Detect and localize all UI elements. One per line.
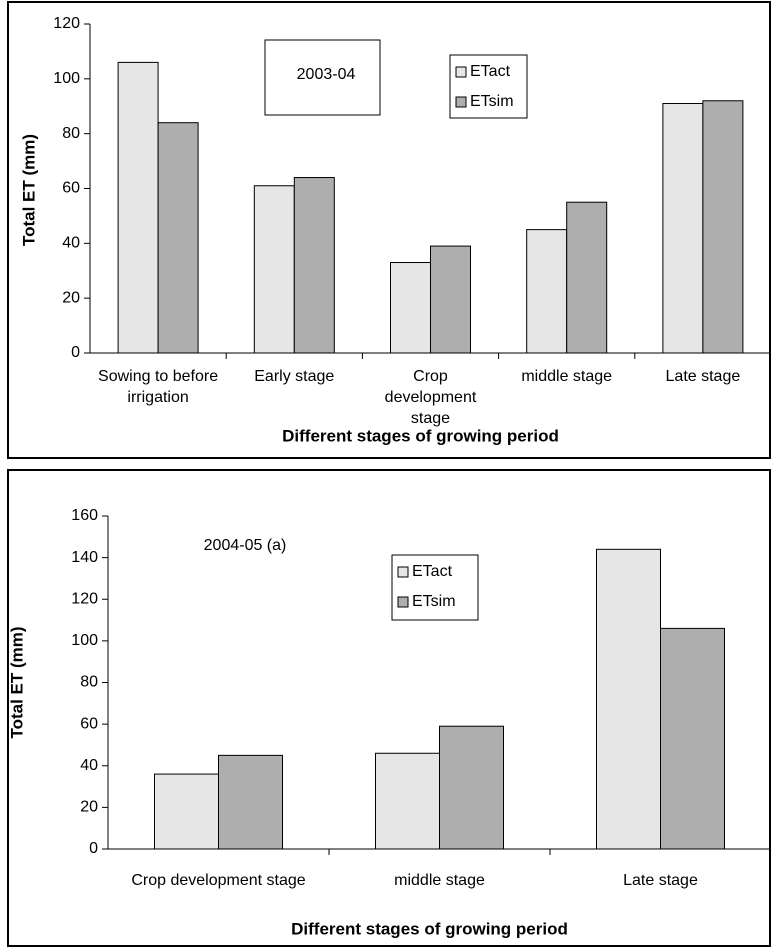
x-tick-label: Sowing to before irrigation (98, 368, 219, 406)
bar (596, 548, 661, 850)
y-tick-label: 0 (71, 344, 80, 361)
y-tick-label: 120 (53, 15, 80, 32)
y-tick-label: 100 (71, 632, 98, 649)
y-tick-label: 20 (62, 289, 80, 306)
bar (566, 201, 608, 354)
x-tick-label: middle stage (394, 872, 485, 889)
annotation: 2003-04 (297, 66, 356, 83)
bar (218, 754, 283, 850)
y-tick-label: 40 (62, 235, 80, 252)
legend-swatch (455, 66, 467, 78)
bar (430, 245, 471, 354)
annotation-box (264, 39, 381, 116)
legend-swatch (397, 596, 409, 608)
y-tick-label: 120 (71, 590, 98, 607)
y-axis-label: Total ET (mm) (7, 626, 26, 738)
legend-label: ETsim (412, 593, 456, 610)
legend-label: ETact (470, 63, 511, 80)
bar (662, 103, 704, 354)
bar (702, 100, 744, 354)
legend-label: ETact (412, 563, 453, 580)
y-tick-label: 60 (62, 180, 80, 197)
y-axis-label: Total ET (mm) (19, 134, 38, 246)
x-tick-label: Crop development stage (384, 368, 477, 427)
chart-frame (7, 1, 771, 459)
y-tick-label: 140 (71, 549, 98, 566)
bar (439, 725, 504, 850)
bar (157, 122, 199, 354)
legend (391, 554, 479, 621)
chart-frame (7, 469, 771, 947)
x-tick-label: middle stage (521, 368, 613, 385)
bar (253, 185, 295, 354)
y-tick-label: 20 (80, 799, 98, 816)
y-tick-label: 80 (62, 125, 80, 142)
legend-swatch (455, 96, 467, 108)
bar (293, 177, 335, 354)
x-tick-label: Early stage (254, 368, 335, 385)
annotation: 2004-05 (a) (204, 537, 287, 554)
bar (375, 752, 440, 850)
x-tick-label: Late stage (623, 872, 698, 889)
legend-label: ETsim (470, 93, 514, 110)
x-tick-label: Crop development stage (131, 872, 306, 889)
y-tick-label: 40 (80, 757, 98, 774)
y-tick-label: 0 (89, 840, 98, 857)
bar (117, 61, 159, 354)
y-tick-label: 100 (53, 70, 80, 87)
bar (390, 262, 431, 354)
bar (526, 229, 568, 354)
y-tick-label: 160 (71, 507, 98, 524)
bar (660, 627, 725, 850)
legend-swatch (397, 566, 409, 578)
y-tick-label: 60 (80, 715, 98, 732)
bar (154, 773, 219, 850)
x-tick-label: Late stage (665, 368, 741, 385)
x-axis-label: Different stages of growing period (291, 919, 568, 938)
y-tick-label: 80 (80, 674, 98, 691)
x-axis-label: Different stages of growing period (282, 426, 559, 445)
